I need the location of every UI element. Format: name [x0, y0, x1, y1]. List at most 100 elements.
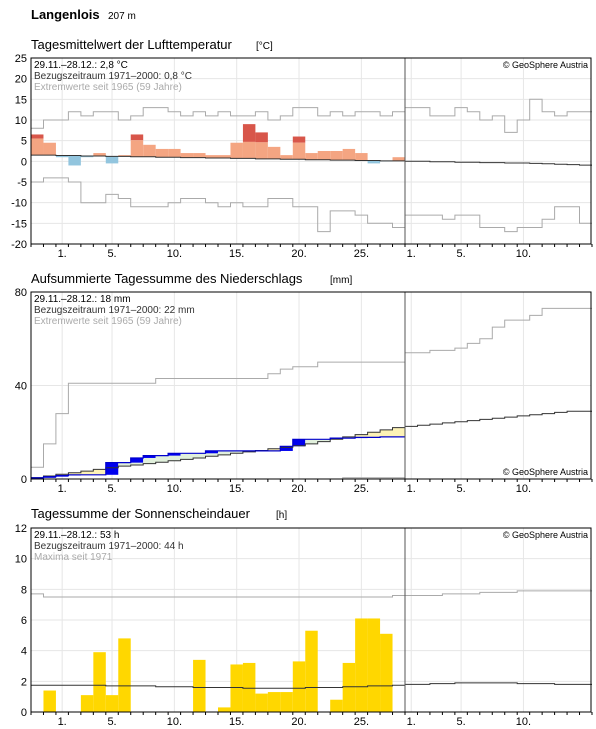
precipitation-gap-area [317, 439, 331, 442]
precipitation-gap-area [80, 471, 94, 475]
temperature-bar [242, 141, 256, 159]
legend-entry: Maxima seit 1971 [34, 552, 113, 563]
sunshine-bar [280, 692, 293, 712]
temperature-bar [130, 140, 144, 157]
temperature-bar-below [68, 155, 81, 166]
temperature-unit: [°C] [256, 41, 273, 52]
sunshine-panel: 12 10 8 6 4 2 0 1. 5. 10. 15. 20. 25. 1. 5. 10. 29.11.–2… [15, 523, 593, 728]
x-tick-label: 25. [354, 483, 369, 495]
precipitation-day-bar [168, 453, 181, 456]
legend-entry: Extremwerte seit 1965 (59 Jahre) [34, 316, 182, 327]
precipitation-day-bar [130, 457, 144, 463]
y-tick-label: -5 [17, 177, 27, 189]
precipitation-gap-area [93, 469, 106, 475]
y-tick-label: 10 [15, 554, 27, 566]
y-tick-label: 0 [21, 707, 27, 719]
temperature-panel: 25 20 15 10 5 0 -5 -10 -15 -20 1. 5. 10. 15. 20. 25. 1. 5… [11, 53, 593, 260]
sunshine-bar [255, 693, 268, 712]
precipitation-gap-area [193, 453, 206, 458]
cumulative-line [31, 436, 405, 479]
x-tick-label: 25. [354, 248, 369, 260]
copyright-label: © GeoSphere Austria [503, 530, 588, 540]
x-tick-label: 10. [167, 248, 182, 260]
sunshine-bar [93, 652, 106, 712]
maxima-line [31, 590, 592, 598]
x-tick-label: 5. [457, 716, 466, 728]
x-tick-label: 10. [516, 716, 531, 728]
x-tick-label: 5. [107, 248, 116, 260]
temperature-bar-strong [292, 136, 306, 143]
x-tick-label: 5. [107, 716, 116, 728]
station-elevation: 207 m [108, 11, 136, 22]
temperature-bar [255, 142, 268, 159]
temperature-bar [230, 142, 243, 159]
temperature-bar [180, 153, 194, 158]
temperature-title: Tagesmittelwert der Lufttemperatur [31, 37, 233, 52]
sunshine-bar [242, 662, 256, 712]
temperature-bar [218, 155, 231, 159]
reference-line [31, 154, 592, 166]
precipitation-gap-area [155, 455, 169, 463]
y-tick-label: 40 [15, 381, 27, 393]
x-tick-label: 5. [457, 248, 466, 260]
y-tick-label: -10 [11, 198, 27, 210]
y-tick-label: 8 [21, 584, 27, 596]
precipitation-title: Aufsummierte Tagessumme des Niederschlag… [31, 271, 303, 286]
temperature-bar-below [367, 160, 381, 164]
sunshine-bar [118, 638, 131, 712]
precipitation-gap-area [180, 453, 194, 460]
x-tick-label: 1. [407, 716, 416, 728]
temperature-bar [342, 148, 356, 161]
sunshine-bar [305, 630, 318, 712]
temperature-bar [392, 157, 405, 161]
station-name: Langenlois [31, 7, 100, 22]
precipitation-day-bar [205, 450, 218, 454]
precipitation-day-bar [143, 455, 156, 458]
temperature-bar [330, 151, 343, 161]
temperature-bar [31, 138, 44, 156]
x-tick-label: 1. [407, 483, 416, 495]
legend-entry: Bezugszeitraum 1971–2000: 0,8 °C [34, 71, 192, 82]
x-tick-label: 10. [516, 248, 531, 260]
x-tick-label: 15. [229, 248, 244, 260]
temperature-bar [155, 148, 169, 158]
y-tick-label: 20 [15, 74, 27, 86]
y-tick-label: -15 [11, 218, 27, 230]
sunshine-bar [43, 690, 56, 712]
extreme-min-line [31, 177, 592, 233]
sunshine-bar [218, 707, 231, 712]
x-tick-label: 20. [291, 483, 306, 495]
precipitation-gap-area [380, 429, 393, 437]
temperature-bar [267, 146, 281, 159]
temperature-bar [305, 153, 318, 160]
sunshine-bar [330, 699, 343, 712]
precipitation-gap-area [267, 448, 281, 451]
legend-entry: Bezugszeitraum 1971–2000: 44 h [34, 541, 184, 552]
precipitation-day-bar [31, 477, 44, 479]
x-tick-label: 20. [291, 716, 306, 728]
y-tick-label: 6 [21, 615, 27, 627]
precipitation-gap-area [305, 439, 318, 444]
temperature-bar-below [105, 156, 119, 164]
y-tick-label: 4 [21, 646, 27, 658]
x-tick-label: 10. [167, 483, 182, 495]
sunshine-bar [342, 662, 356, 712]
y-tick-label: 5 [21, 136, 27, 148]
x-tick-label: 20. [291, 248, 306, 260]
temperature-bar [292, 142, 306, 160]
y-tick-label: 25 [15, 53, 27, 65]
sunshine-bar [80, 695, 94, 712]
y-tick-label: -20 [11, 239, 27, 251]
temperature-bar [280, 155, 293, 160]
x-tick-label: 1. [407, 248, 416, 260]
sunshine-bar [380, 633, 393, 712]
precipitation-day-bar [280, 446, 293, 451]
x-tick-label: 15. [229, 483, 244, 495]
copyright-label: © GeoSphere Austria [503, 467, 588, 477]
y-tick-label: 80 [15, 287, 27, 299]
x-tick-label: 10. [167, 716, 182, 728]
temperature-bar [168, 148, 181, 158]
precipitation-gap-area [118, 462, 131, 467]
plot-border [30, 527, 592, 713]
precipitation-gap-area [218, 450, 231, 455]
